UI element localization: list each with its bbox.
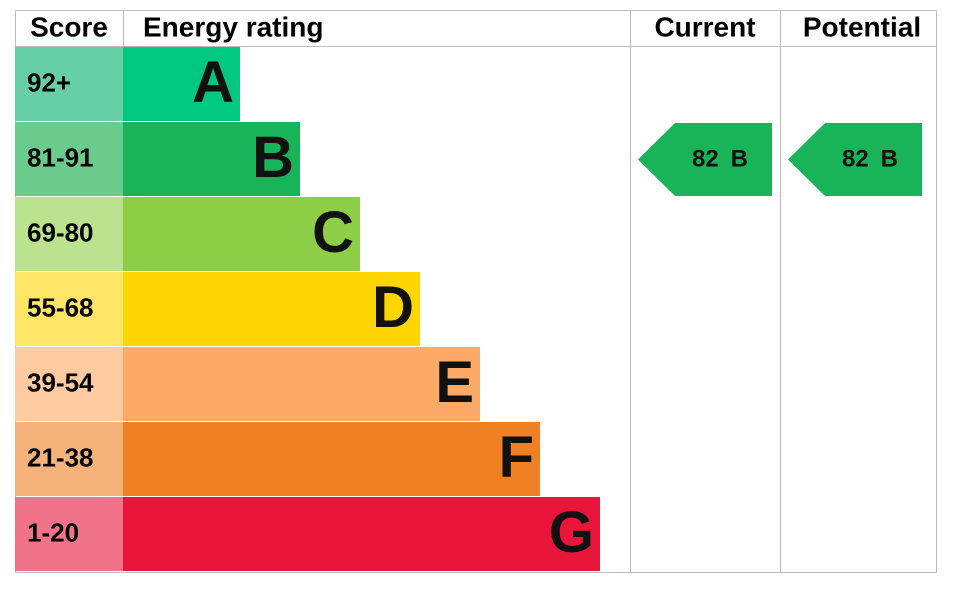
potential-arrow: [788, 123, 922, 196]
score-label: 21-38: [27, 442, 94, 472]
header-potential: Potential: [803, 11, 921, 42]
rating-letter: C: [312, 200, 354, 265]
score-cell: [15, 497, 123, 571]
score-label: 81-91: [27, 142, 94, 172]
current-value: 82: [692, 146, 719, 173]
current-letter: B: [731, 146, 748, 173]
rating-bar: [123, 422, 540, 496]
score-label: 55-68: [27, 292, 94, 322]
score-cell: [15, 47, 123, 121]
rating-bar: [123, 197, 360, 271]
header-score: Score: [30, 11, 108, 42]
rating-letter: A: [192, 50, 234, 115]
current-arrow: [638, 123, 772, 196]
score-cell: [15, 197, 123, 271]
header-current: Current: [654, 11, 755, 42]
score-cell: [15, 422, 123, 496]
score-label: 92+: [27, 67, 71, 97]
rating-letter: E: [435, 350, 474, 415]
rating-bar: [123, 347, 480, 421]
rating-letter: B: [252, 125, 294, 190]
potential-letter: B: [881, 146, 898, 173]
rating-bar: [123, 497, 600, 571]
score-cell: [15, 347, 123, 421]
header-rating: Energy rating: [143, 11, 323, 42]
rating-bar: [123, 122, 300, 196]
score-cell: [15, 272, 123, 346]
score-label: 1-20: [27, 517, 79, 547]
score-label: 69-80: [27, 217, 94, 247]
rating-letter: D: [372, 275, 414, 340]
potential-value: 82: [842, 146, 869, 173]
rating-letter: F: [499, 425, 534, 490]
potential-label: 82 B: [842, 146, 898, 173]
score-label: 39-54: [27, 367, 94, 397]
rating-bar: [123, 272, 420, 346]
current-label: 82 B: [692, 146, 748, 173]
rating-bar: [123, 47, 240, 121]
rating-letter: G: [549, 500, 594, 565]
score-cell: [15, 122, 123, 196]
